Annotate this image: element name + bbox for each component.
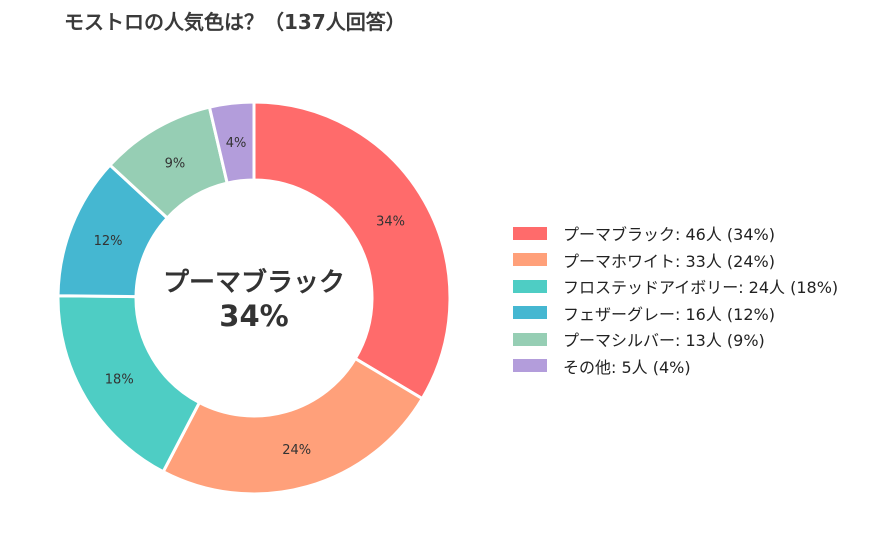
legend-swatch: [513, 226, 547, 240]
legend-label: フェザーグレー: 16人 (12%): [563, 304, 775, 324]
chart-title: モストロの人気色は？（137人回答）: [64, 10, 406, 34]
slice-percent-label: 24%: [282, 443, 311, 458]
slice-percent-label: 34%: [376, 215, 405, 230]
donut-slice: [252, 100, 452, 401]
legend-swatch: [513, 359, 547, 373]
donut-slice: [161, 356, 425, 496]
legend-item: フロステッドアイボリー: 24人 (18%): [513, 273, 838, 300]
slice-labels: 34% 24% 18% 12% 9% 4%: [94, 136, 405, 458]
legend-item: フェザーグレー: 16人 (12%): [513, 300, 838, 327]
legend-label: プーマホワイト: 33人 (24%): [563, 251, 775, 271]
legend-swatch: [513, 279, 547, 293]
slice-percent-label: 18%: [105, 373, 134, 388]
legend-swatch: [513, 306, 547, 320]
legend-item: その他: 5人 (4%): [513, 353, 838, 380]
legend-label: プーマブラック: 46人 (34%): [563, 225, 775, 245]
legend-swatch: [513, 253, 547, 267]
slice-percent-label: 4%: [226, 136, 247, 151]
donut-slice: [207, 100, 256, 185]
legend-swatch: [513, 332, 547, 346]
legend-label: フロステッドアイボリー: 24人 (18%): [563, 278, 839, 298]
legend-item: プーマシルバー: 13人 (9%): [513, 326, 838, 353]
legend: プーマブラック: 46人 (34%) プーマホワイト: 33人 (24%) フロステ…: [513, 220, 838, 379]
legend-item: プーマブラック: 46人 (34%): [513, 220, 838, 247]
center-percent: 34%: [219, 299, 288, 333]
legend-item: プーマホワイト: 33人 (24%): [513, 247, 838, 274]
slice-percent-label: 12%: [94, 234, 123, 249]
legend-label: その他: 5人 (4%): [563, 357, 691, 377]
donut-slices: [56, 100, 452, 496]
slice-percent-label: 9%: [165, 156, 186, 171]
donut-chart: 34% 24% 18% 12% 9% 4% プーマブラック 34%: [56, 100, 452, 496]
legend-label: プーマシルバー: 13人 (9%): [563, 331, 765, 351]
center-label: プーマブラック: [163, 267, 345, 298]
